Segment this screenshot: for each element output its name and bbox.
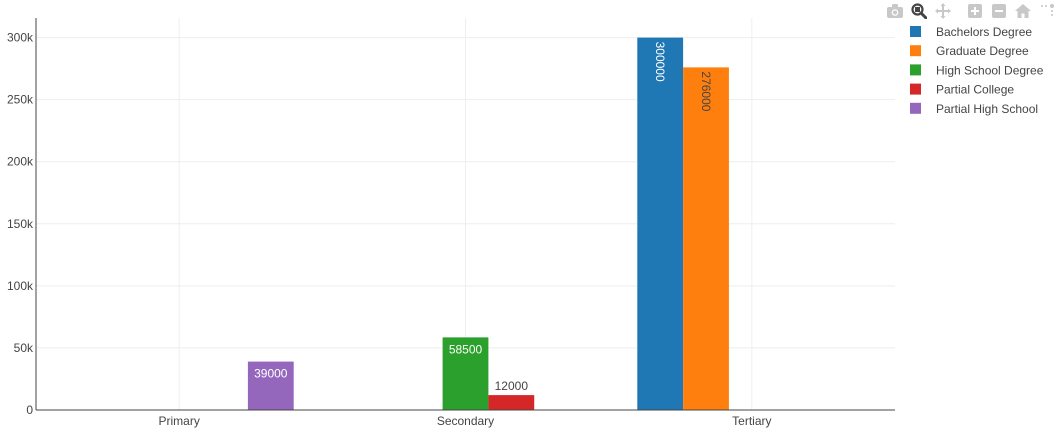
bar-label: 276000: [699, 71, 713, 111]
y-tick-label: 50k: [14, 341, 34, 355]
bar[interactable]: [488, 395, 535, 410]
legend[interactable]: Bachelors Degree Graduate Degree High Scho…: [910, 25, 1044, 116]
y-tick-label: 300k: [7, 31, 34, 45]
legend-item[interactable]: Partial College: [910, 83, 1014, 97]
legend-swatch: [910, 64, 921, 76]
pan-button[interactable]: [934, 2, 952, 20]
bar[interactable]: [442, 337, 489, 410]
modebar: [880, 2, 1056, 20]
axes: [35, 18, 895, 411]
zoom-in-icon: [968, 4, 982, 18]
zoom-icon: [911, 3, 927, 19]
legend-swatch: [910, 102, 921, 114]
pan-icon: [935, 3, 951, 19]
y-tick-label: 150k: [7, 217, 34, 231]
spike-lines-button[interactable]: [1038, 2, 1056, 20]
legend-label: Graduate Degree: [936, 44, 1029, 58]
download-plot-button[interactable]: [886, 2, 904, 20]
reset-axes-button[interactable]: [1014, 2, 1032, 20]
bar-label: 300000: [653, 42, 667, 82]
legend-swatch: [910, 83, 921, 95]
zoom-out-button[interactable]: [990, 2, 1008, 20]
bar-label: 58500: [449, 342, 483, 356]
y-tick-label: 200k: [7, 155, 34, 169]
bar[interactable]: [637, 37, 684, 411]
legend-label: Bachelors Degree: [936, 25, 1032, 39]
y-tick-label: 100k: [7, 279, 34, 293]
y-axis-ticks: 0 50k 100k 150k 200k 250k 300k: [7, 31, 34, 417]
bars: 300000 276000 58500 12000 39000: [247, 37, 729, 411]
y-tick-label: 250k: [7, 93, 34, 107]
bar[interactable]: [683, 67, 729, 411]
legend-label: High School Degree: [936, 63, 1044, 77]
spike-lines-icon: [1039, 4, 1055, 18]
legend-item[interactable]: Bachelors Degree: [910, 25, 1032, 39]
legend-item[interactable]: High School Degree: [910, 63, 1044, 77]
x-tick-label: Primary: [158, 414, 199, 428]
y-tick-label: 0: [26, 403, 33, 417]
legend-item[interactable]: Partial High School: [910, 102, 1038, 116]
legend-label: Partial College: [936, 83, 1014, 97]
legend-swatch: [910, 45, 921, 57]
x-axis-ticks: Primary Secondary Tertiary: [158, 414, 771, 428]
bar-label: 12000: [495, 379, 529, 393]
zoom-in-button[interactable]: [966, 2, 984, 20]
grid-lines: [36, 18, 895, 410]
bar[interactable]: [247, 361, 294, 410]
camera-icon: [887, 4, 903, 18]
legend-swatch: [910, 26, 921, 37]
legend-item[interactable]: Graduate Degree: [910, 44, 1029, 58]
zoom-button[interactable]: [910, 2, 928, 20]
x-tick-label: Secondary: [437, 414, 494, 428]
x-tick-label: Tertiary: [732, 414, 771, 428]
home-icon: [1015, 4, 1031, 18]
bar-label: 39000: [254, 367, 288, 381]
legend-label: Partial High School: [936, 102, 1038, 116]
zoom-out-icon: [992, 4, 1006, 18]
